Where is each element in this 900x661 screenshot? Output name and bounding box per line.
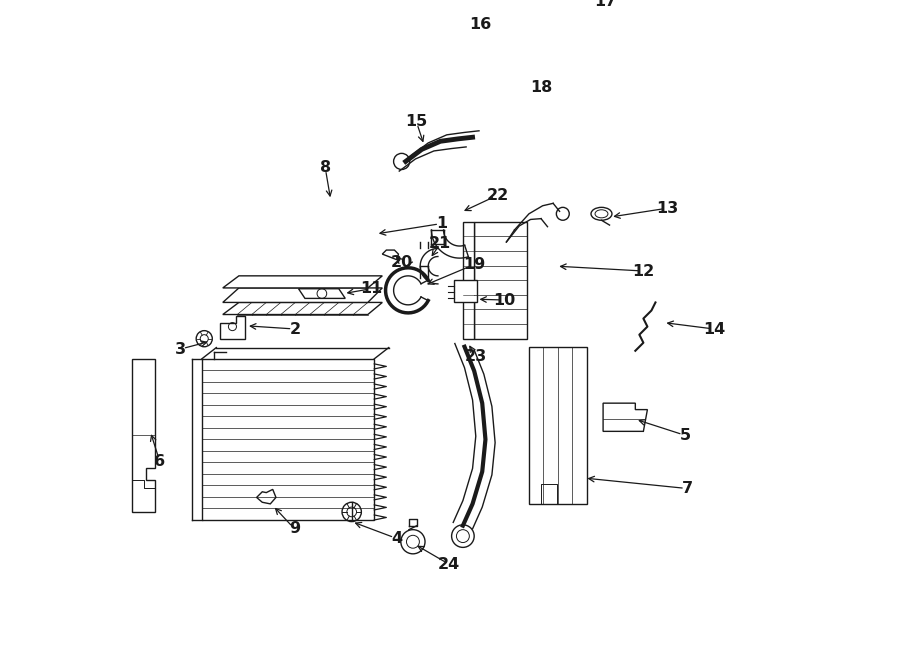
Text: 1: 1	[436, 216, 447, 231]
Polygon shape	[299, 289, 346, 298]
Bar	[519, 76, 538, 89]
Text: 24: 24	[438, 557, 460, 572]
Polygon shape	[220, 316, 245, 338]
Text: 17: 17	[594, 0, 616, 9]
Text: 16: 16	[470, 17, 491, 32]
Text: 19: 19	[463, 257, 485, 272]
Text: 9: 9	[289, 522, 300, 536]
Ellipse shape	[595, 210, 608, 218]
Polygon shape	[382, 250, 399, 260]
Bar	[538, 0, 583, 17]
Polygon shape	[603, 403, 647, 432]
Ellipse shape	[591, 208, 612, 220]
Text: 21: 21	[429, 236, 452, 251]
Polygon shape	[223, 288, 382, 303]
Polygon shape	[463, 222, 474, 338]
Polygon shape	[529, 347, 587, 504]
Text: 2: 2	[290, 321, 301, 336]
Text: 10: 10	[494, 293, 516, 307]
Text: 7: 7	[682, 481, 693, 496]
Polygon shape	[256, 489, 276, 504]
Text: 3: 3	[175, 342, 185, 357]
Polygon shape	[474, 222, 526, 338]
Text: 6: 6	[155, 455, 166, 469]
Text: 22: 22	[486, 188, 508, 203]
Text: 14: 14	[703, 321, 725, 336]
Polygon shape	[202, 359, 374, 520]
Text: 4: 4	[392, 531, 402, 546]
Text: 12: 12	[633, 264, 654, 278]
Text: 23: 23	[464, 349, 487, 364]
Polygon shape	[223, 303, 382, 315]
Text: 20: 20	[391, 254, 413, 270]
Polygon shape	[131, 359, 155, 512]
Text: 5: 5	[680, 428, 691, 443]
Text: 13: 13	[656, 201, 679, 215]
Bar	[454, 280, 477, 303]
Polygon shape	[223, 276, 382, 288]
Text: 11: 11	[360, 281, 382, 296]
Polygon shape	[468, 70, 500, 99]
Text: 8: 8	[320, 159, 330, 175]
Text: 18: 18	[530, 80, 553, 95]
Ellipse shape	[519, 73, 538, 79]
Text: 15: 15	[405, 114, 428, 129]
